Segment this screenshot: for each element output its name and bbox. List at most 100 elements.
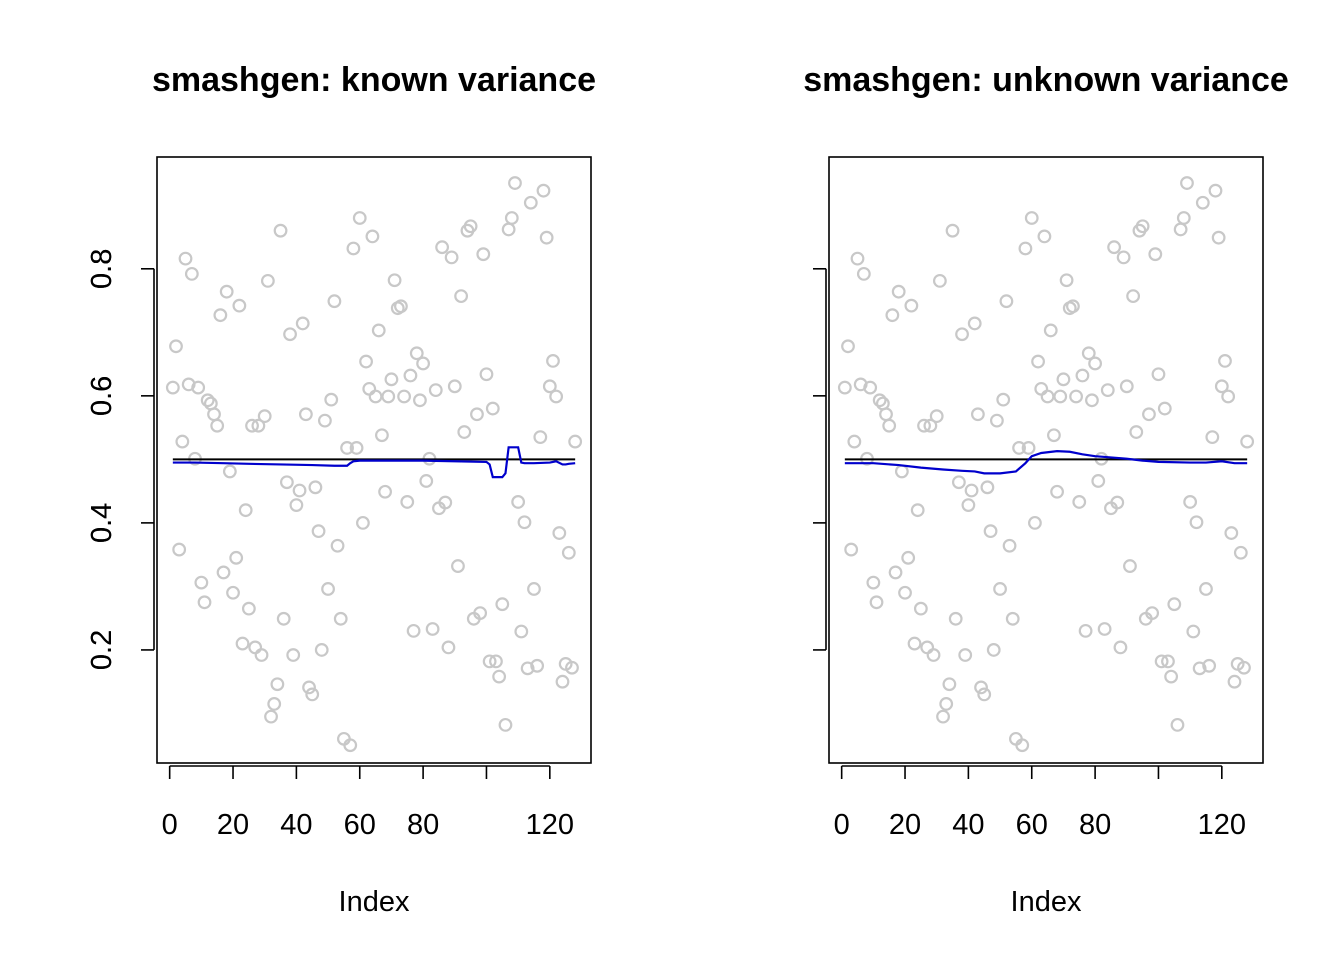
plot-frame	[156, 156, 592, 764]
data-point	[926, 648, 941, 662]
data-point	[222, 464, 237, 479]
data-point	[1129, 425, 1144, 439]
data-point	[340, 441, 354, 455]
data-point	[1224, 526, 1239, 540]
data-point	[1116, 250, 1131, 265]
panel-unknown-variance: smashgen: unknown variance 0 20 40 60 80 120 0.…	[86, 61, 1289, 918]
data-point	[1189, 515, 1204, 530]
data-point	[476, 247, 491, 262]
data-point	[311, 524, 326, 539]
x-tick-label: 0	[162, 809, 178, 841]
data-point	[961, 498, 976, 513]
data-point	[298, 407, 313, 422]
data-point	[1186, 624, 1201, 639]
data-point	[1240, 434, 1255, 449]
data-point	[907, 636, 922, 651]
data-point	[913, 601, 928, 616]
data-point	[1078, 623, 1093, 638]
data-point	[1161, 654, 1175, 669]
data-point	[1012, 441, 1026, 455]
data-point	[530, 658, 545, 673]
data-point	[1211, 230, 1226, 245]
x-tick-label: 20	[889, 809, 921, 841]
data-point	[977, 687, 992, 702]
data-point	[1233, 545, 1248, 560]
data-point	[1173, 222, 1188, 237]
data-point	[184, 266, 199, 281]
data-point	[901, 550, 916, 565]
data-point	[1050, 484, 1064, 499]
data-point	[384, 372, 399, 387]
data-point	[207, 407, 221, 422]
data-point	[394, 299, 408, 314]
data-point	[942, 677, 957, 692]
y-tick-label: 0.8	[86, 249, 118, 289]
y-tick-label: 0.4	[86, 503, 118, 543]
data-point	[970, 407, 985, 422]
data-point	[1075, 368, 1090, 383]
data-point	[542, 379, 557, 394]
x-tick-label: 120	[526, 809, 574, 841]
data-point	[378, 484, 392, 499]
data-point	[869, 595, 884, 610]
data-point	[273, 223, 288, 238]
data-point	[232, 298, 247, 313]
data-point	[172, 542, 187, 557]
data-point	[501, 222, 516, 237]
data-point	[178, 251, 193, 266]
data-point	[1208, 183, 1223, 198]
data-point	[213, 308, 228, 323]
estimated-mean-line	[844, 450, 1248, 475]
data-point	[974, 680, 988, 695]
data-point	[1148, 247, 1163, 262]
data-point	[891, 284, 906, 299]
data-point	[536, 183, 551, 198]
data-point	[191, 380, 206, 395]
y-tick-label: 0.2	[86, 630, 118, 670]
data-point	[967, 316, 982, 331]
data-point	[910, 503, 925, 518]
data-point	[1097, 622, 1112, 636]
data-point	[473, 606, 488, 620]
data-point	[241, 601, 256, 616]
data-point	[279, 475, 294, 490]
plot-frame	[828, 156, 1264, 764]
data-point	[321, 582, 335, 596]
data-point	[1214, 379, 1229, 394]
data-point	[939, 697, 954, 711]
data-point	[951, 475, 966, 490]
data-point	[1221, 389, 1236, 404]
data-point	[416, 356, 431, 371]
data-point	[850, 251, 865, 266]
data-point	[413, 393, 427, 408]
data-point	[1015, 738, 1030, 753]
data-point	[1195, 195, 1210, 210]
data-point	[955, 327, 969, 342]
data-point	[403, 368, 418, 383]
data-point	[1066, 299, 1080, 314]
data-point	[169, 339, 183, 354]
data-point	[1119, 379, 1134, 394]
data-point	[451, 559, 465, 573]
data-point	[447, 379, 462, 394]
data-point	[1005, 611, 1020, 626]
data-point	[381, 389, 396, 404]
data-point	[283, 327, 297, 342]
data-point	[882, 418, 897, 433]
data-point	[397, 389, 411, 404]
data-point	[879, 407, 893, 422]
data-point	[324, 392, 339, 407]
data-point	[1059, 273, 1074, 288]
data-point	[565, 660, 579, 675]
data-point	[1024, 211, 1039, 225]
data-point	[948, 611, 963, 626]
data-point	[327, 294, 342, 309]
data-point	[362, 381, 377, 396]
data-point	[888, 565, 903, 580]
data-point	[1040, 389, 1055, 404]
data-point	[286, 648, 301, 662]
data-point	[1069, 389, 1083, 404]
data-point	[1202, 658, 1217, 673]
data-point	[520, 661, 535, 676]
x-tick-label: 40	[952, 809, 984, 841]
